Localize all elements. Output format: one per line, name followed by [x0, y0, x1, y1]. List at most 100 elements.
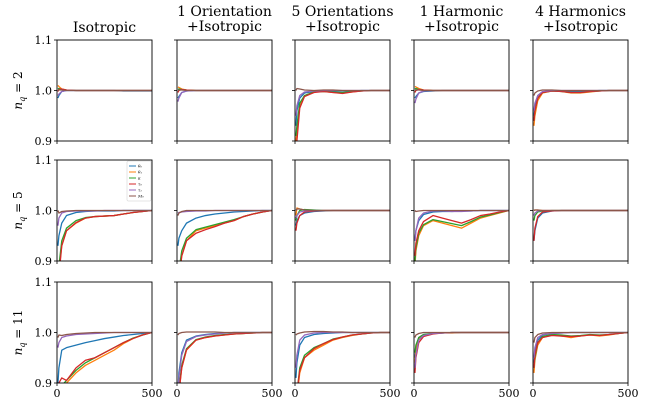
series-line-3 [180, 209, 272, 261]
series-line-5 [57, 331, 152, 338]
panel-1-4 [533, 209, 628, 241]
series-line-0 [533, 331, 628, 363]
legend-entry: M₀ [137, 194, 144, 199]
series-line-5 [177, 331, 272, 336]
series-line-3 [58, 331, 152, 383]
column-title-2: 5 Orientations +Isotropic [291, 4, 393, 35]
series-line-4 [178, 331, 272, 383]
series-line-0 [414, 89, 509, 99]
series-line-5 [414, 89, 509, 92]
x-tick-label: 500 [618, 387, 639, 400]
x-tick-label: 500 [380, 387, 401, 400]
series-line-5 [295, 330, 390, 336]
x-tick-label: 500 [262, 387, 283, 400]
panel-1-1 [177, 209, 272, 261]
series-line-1 [533, 89, 628, 126]
series-line-5 [533, 331, 628, 343]
series-line-3 [295, 209, 390, 231]
series-line-5 [533, 89, 628, 96]
panel-1-0 [57, 209, 152, 261]
panel-0-0 [57, 85, 152, 99]
y-tick-label: 1.0 [35, 205, 53, 218]
series-line-4 [57, 331, 152, 348]
series-line-2 [63, 331, 152, 383]
y-tick-label: 1.1 [35, 154, 53, 167]
y-tick-label: 1.1 [35, 34, 53, 47]
series-line-3 [533, 209, 628, 241]
y-tick-label: 0.9 [35, 255, 53, 268]
series-line-2 [179, 209, 272, 261]
series-line-3 [533, 331, 628, 368]
legend-entry: τ₁ [138, 188, 142, 193]
series-line-3 [296, 89, 390, 141]
series-line-3 [297, 331, 390, 383]
series-line-5 [177, 209, 272, 216]
legend-box [126, 160, 152, 202]
panel-2-2 [295, 330, 390, 383]
series-line-5 [414, 209, 509, 213]
row-label-0: nq = 2 [11, 71, 27, 109]
series-line-5 [177, 89, 272, 92]
panel-2-1 [177, 331, 272, 383]
y-tick-label: 1.0 [35, 85, 53, 98]
legend-entry: κ [137, 176, 141, 181]
series-line-0 [177, 331, 272, 383]
series-line-3 [59, 209, 152, 261]
panel-0-1 [177, 86, 272, 102]
series-line-5 [57, 209, 152, 214]
panel-1-2 [295, 207, 390, 231]
series-line-0 [177, 209, 272, 246]
panel-0-3 [414, 85, 509, 104]
series-line-5 [414, 331, 509, 338]
column-title-0: Isotropic [73, 20, 136, 36]
panel-1-3 [414, 209, 509, 261]
x-tick-label: 0 [174, 387, 181, 400]
x-tick-label: 500 [142, 387, 163, 400]
series-line-3 [533, 89, 628, 121]
x-tick-label: 0 [54, 387, 61, 400]
series-line-2 [58, 209, 152, 261]
series-line-2 [295, 89, 390, 137]
series-line-0 [57, 89, 152, 99]
series-line-1 [533, 331, 628, 373]
panel-2-4 [533, 331, 628, 373]
row-label-1: nq = 5 [11, 191, 27, 229]
x-tick-label: 0 [292, 387, 299, 400]
series-line-5 [533, 209, 628, 212]
series-line-0 [177, 89, 272, 99]
legend-entry: θ₁ [138, 170, 142, 175]
series-line-5 [295, 87, 390, 92]
series-line-2 [297, 331, 390, 383]
row-label-2: nq = 11 [11, 310, 27, 356]
series-line-0 [414, 331, 509, 358]
x-tick-label: 500 [499, 387, 520, 400]
series-line-0 [57, 331, 152, 383]
series-line-4 [414, 89, 509, 104]
series-line-1 [65, 331, 152, 383]
series-line-0 [295, 89, 390, 126]
series-line-4 [177, 89, 272, 102]
panel-0-4 [533, 89, 628, 126]
column-title-4: 4 Harmonics +Isotropic [535, 4, 626, 35]
y-tick-label: 0.9 [35, 377, 53, 390]
series-line-1 [297, 331, 390, 383]
x-tick-label: 0 [411, 387, 418, 400]
series-line-5 [295, 208, 390, 212]
legend-entry: θ₀ [138, 164, 142, 169]
series-line-2 [533, 331, 628, 368]
panel-2-0 [57, 331, 152, 383]
series-line-1 [414, 331, 509, 363]
series-line-4 [414, 331, 509, 368]
series-line-0 [295, 209, 390, 226]
series-line-5 [57, 89, 152, 92]
series-line-0 [295, 331, 390, 378]
series-line-1 [295, 89, 390, 141]
panel-0-2 [295, 87, 390, 141]
series-line-3 [414, 331, 509, 373]
series-line-0 [533, 209, 628, 241]
series-line-2 [178, 331, 272, 383]
x-tick-label: 0 [530, 387, 537, 400]
column-title-3: 1 Harmonic +Isotropic [420, 4, 504, 35]
